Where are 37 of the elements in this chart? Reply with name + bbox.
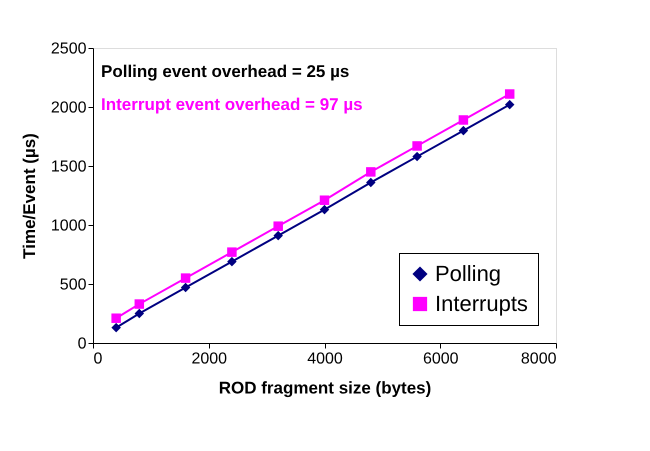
point — [320, 195, 330, 205]
point — [134, 299, 144, 309]
point — [180, 282, 190, 292]
y-tick-label: 2000 — [50, 100, 87, 116]
point — [458, 126, 468, 136]
point — [273, 221, 283, 231]
y-tick-label: 0 — [78, 336, 87, 352]
point — [504, 100, 514, 110]
y-axis-title: Time/Event (µs) — [20, 133, 39, 259]
point — [366, 178, 376, 188]
x-tick-label: 4000 — [307, 350, 343, 368]
point — [366, 167, 376, 177]
y-tick-label: 500 — [60, 276, 87, 294]
point — [412, 141, 422, 151]
y-tick-label: 2500 — [50, 40, 87, 58]
point — [134, 308, 144, 318]
point — [320, 204, 330, 214]
annotation: Interrupt event overhead = 97 µs — [101, 95, 363, 114]
point — [412, 152, 422, 162]
legend-label: Polling — [435, 261, 502, 286]
x-tick-label: 2000 — [191, 350, 228, 368]
x-tick-label: 6000 — [422, 350, 459, 368]
point — [111, 313, 121, 323]
y-tick-label: 1000 — [50, 218, 87, 234]
legend-label: Interrupts — [435, 291, 528, 316]
point — [458, 115, 468, 125]
point — [111, 322, 121, 332]
point — [227, 256, 237, 266]
point — [180, 273, 190, 283]
x-axis-title: ROD fragment size (bytes) — [218, 378, 432, 398]
point — [227, 247, 237, 257]
annotation: Polling event overhead = 25 µs — [101, 62, 350, 81]
y-tick-label: 1500 — [50, 158, 87, 176]
x-tick-label: 8000 — [520, 350, 557, 368]
point — [273, 230, 283, 240]
x-tick-label: 0 — [94, 350, 102, 368]
point — [504, 89, 514, 99]
